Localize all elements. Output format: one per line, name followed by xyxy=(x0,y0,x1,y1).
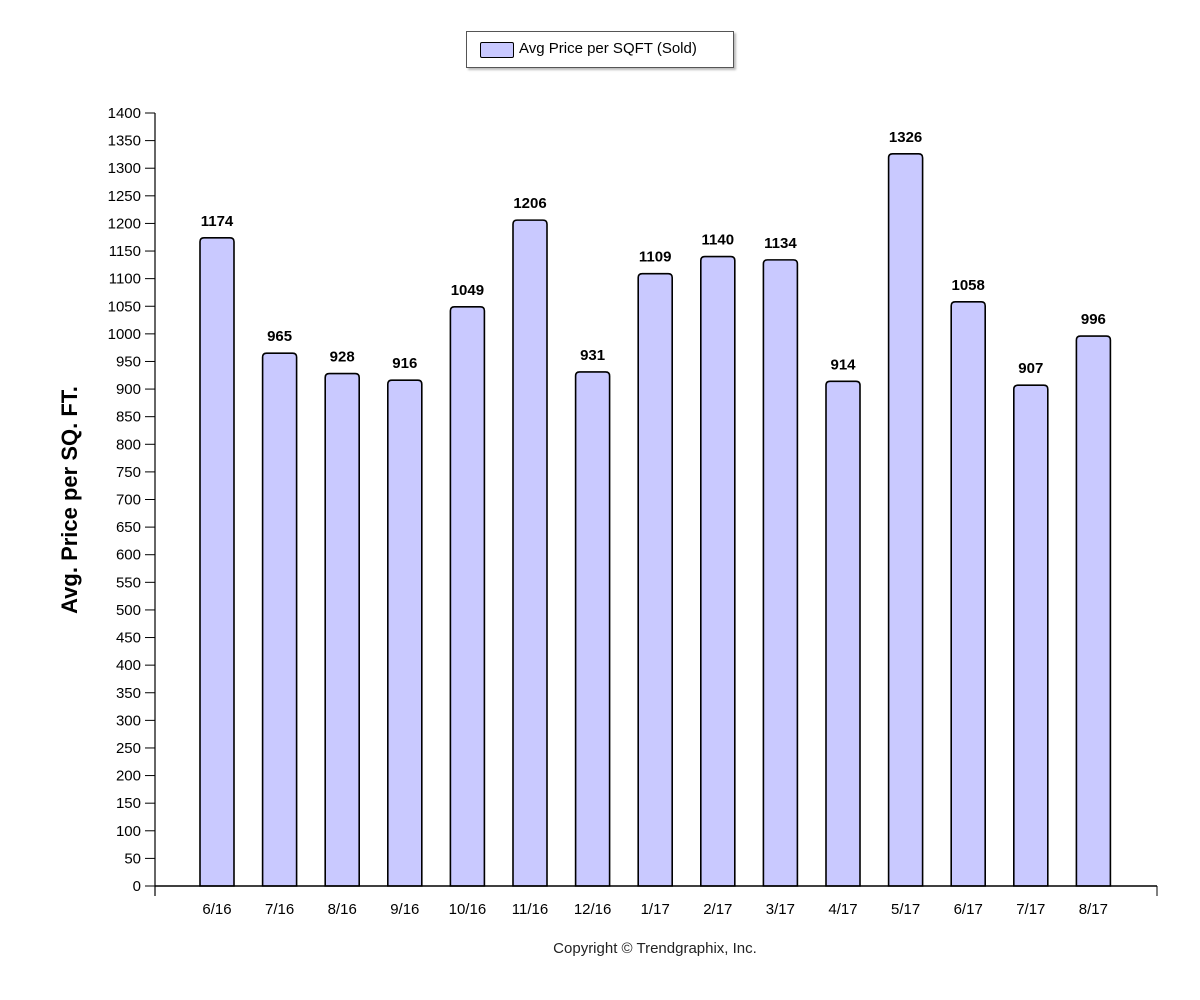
x-tick-label: 12/16 xyxy=(574,901,612,918)
y-tick-label: 800 xyxy=(116,436,141,453)
bar xyxy=(762,259,799,887)
bar xyxy=(261,352,298,887)
bar-value-label: 931 xyxy=(580,347,605,364)
y-tick-label: 600 xyxy=(116,547,141,564)
bar-value-label: 1134 xyxy=(764,235,797,252)
y-tick-label: 1050 xyxy=(108,298,141,315)
y-tick-label: 650 xyxy=(116,519,141,536)
bar-value-label: 1049 xyxy=(451,282,484,299)
x-tick-label: 6/16 xyxy=(202,901,231,918)
y-tick-label: 0 xyxy=(133,878,141,895)
bar xyxy=(637,272,673,887)
y-tick-label: 400 xyxy=(116,657,141,674)
bar xyxy=(387,379,423,887)
x-tick-label: 5/17 xyxy=(891,901,920,918)
x-tick-label: 3/17 xyxy=(766,901,795,918)
bar xyxy=(887,153,924,887)
bar xyxy=(324,372,360,887)
y-tick-label: 350 xyxy=(116,685,141,702)
y-tick-label: 1000 xyxy=(108,326,141,343)
y-tick-label: 300 xyxy=(116,712,141,729)
y-tick-label: 150 xyxy=(116,795,141,812)
y-tick-label: 550 xyxy=(116,574,141,591)
bar xyxy=(1013,384,1049,887)
bar-value-label: 916 xyxy=(392,355,417,372)
bar-value-label: 1058 xyxy=(952,277,985,294)
y-tick-label: 900 xyxy=(116,381,141,398)
x-tick-label: 8/16 xyxy=(328,901,357,918)
y-tick-label: 700 xyxy=(116,492,141,509)
y-tick-label: 1300 xyxy=(108,160,141,177)
bar xyxy=(825,380,861,887)
y-tick-label: 200 xyxy=(116,768,141,785)
bar xyxy=(449,306,486,887)
x-tick-label: 1/17 xyxy=(641,901,670,918)
x-tick-label: 4/17 xyxy=(828,901,857,918)
bar-value-label: 907 xyxy=(1018,360,1043,377)
bar-value-label: 965 xyxy=(267,328,292,345)
y-tick-label: 1100 xyxy=(109,271,141,288)
x-tick-label: 9/16 xyxy=(390,901,419,918)
y-tick-label: 1150 xyxy=(109,243,141,260)
legend-label: Avg Price per SQFT (Sold) xyxy=(519,40,697,57)
x-tick-label: 10/16 xyxy=(449,901,487,918)
bar-value-label: 914 xyxy=(830,356,856,373)
x-tick-label: 7/17 xyxy=(1016,901,1045,918)
y-tick-label: 850 xyxy=(116,409,141,426)
y-tick-label: 100 xyxy=(116,823,141,840)
bar-value-label: 996 xyxy=(1081,311,1106,328)
bars xyxy=(199,153,1112,887)
bar xyxy=(1075,335,1112,887)
bar xyxy=(574,371,611,887)
y-tick-label: 950 xyxy=(116,353,141,370)
bar xyxy=(199,236,235,887)
copyright-text: Copyright © Trendgraphix, Inc. xyxy=(553,940,757,957)
y-tick-label: 50 xyxy=(124,850,141,867)
legend: Avg Price per SQFT (Sold) xyxy=(466,31,734,68)
x-tick-label: 2/17 xyxy=(703,901,732,918)
y-tick-label: 1350 xyxy=(108,133,141,150)
bar-value-label: 928 xyxy=(330,349,355,366)
bar xyxy=(700,255,736,887)
x-tick-label: 11/16 xyxy=(512,901,548,918)
x-tick-label: 8/17 xyxy=(1079,901,1108,918)
ticks: 0 50 100 150 200 250 300 350 400 450 500 550 600 650 7… xyxy=(108,105,1158,918)
y-tick-label: 750 xyxy=(116,464,141,481)
y-tick-label: 250 xyxy=(116,740,141,757)
bar-value-label: 1206 xyxy=(513,195,546,212)
bar-value-label: 1326 xyxy=(889,129,922,146)
x-tick-label: 6/17 xyxy=(954,901,983,918)
y-tick-label: 450 xyxy=(116,630,141,647)
x-tick-label: 7/16 xyxy=(265,901,294,918)
y-tick-label: 1250 xyxy=(108,188,141,205)
y-tick-label: 1200 xyxy=(108,215,141,232)
bar xyxy=(950,301,986,887)
bar-value-label: 1109 xyxy=(639,249,672,266)
y-tick-label: 1400 xyxy=(108,105,141,122)
legend-swatch xyxy=(480,42,514,58)
bar-value-label: 1174 xyxy=(201,213,234,230)
bar xyxy=(512,219,548,887)
y-tick-label: 500 xyxy=(116,602,141,619)
bar-value-label: 1140 xyxy=(702,232,735,249)
